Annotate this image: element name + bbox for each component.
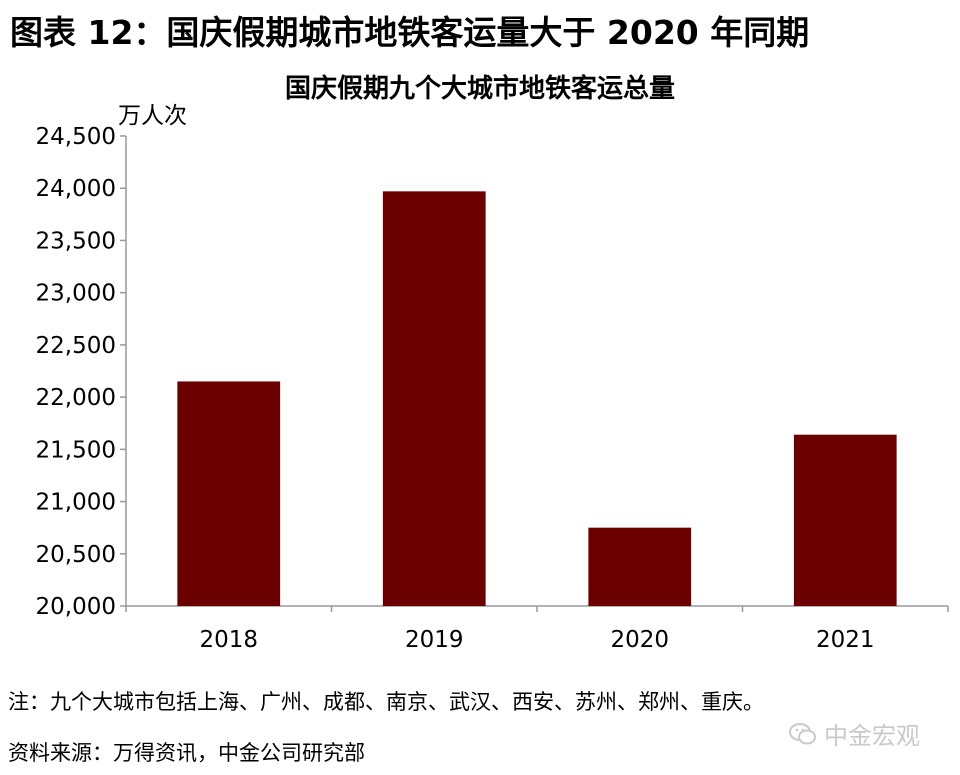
footnote: 注：九个大城市包括上海、广州、成都、南京、武汉、西安、苏州、郑州、重庆。 [8,690,764,714]
figure-title: 图表 12：国庆假期城市地铁客运量大于 2020 年同期 [10,13,810,52]
y-tick-label: 20,000 [36,594,116,620]
y-tick-label: 22,000 [36,385,116,411]
source-line: 资料来源：万得资讯，中金公司研究部 [8,741,365,765]
x-tick-label: 2019 [405,627,464,653]
y-tick-label: 21,500 [36,437,116,463]
y-tick-label: 23,000 [36,281,116,307]
x-axis: 2018 2019 2020 2021 [125,605,949,653]
y-tick-label: 22,500 [36,333,116,359]
watermark: 中金宏观 [788,716,920,751]
y-axis-unit-label: 万人次 [118,103,187,129]
y-tick-label: 21,000 [36,490,116,516]
x-tick-label: 2021 [816,627,875,653]
y-tick-label: 24,500 [36,124,116,150]
bar-2020 [588,527,692,606]
x-tick-label: 2018 [199,627,258,653]
y-tick-label: 20,500 [36,542,116,568]
bar-2021 [793,434,897,606]
bar-2019 [382,191,486,606]
bars [177,191,897,606]
wechat-icon [789,722,816,744]
y-tick-label: 23,500 [36,228,116,254]
chart-title: 国庆假期九个大城市地铁客运总量 [284,74,675,104]
watermark-text: 中金宏观 [824,722,920,750]
bar-2018 [177,381,281,606]
y-axis: 20,000 20,500 21,000 21,500 22,000 22,500 23,0… [36,124,127,620]
x-tick-label: 2020 [610,627,669,653]
y-tick-label: 24,000 [36,176,116,202]
